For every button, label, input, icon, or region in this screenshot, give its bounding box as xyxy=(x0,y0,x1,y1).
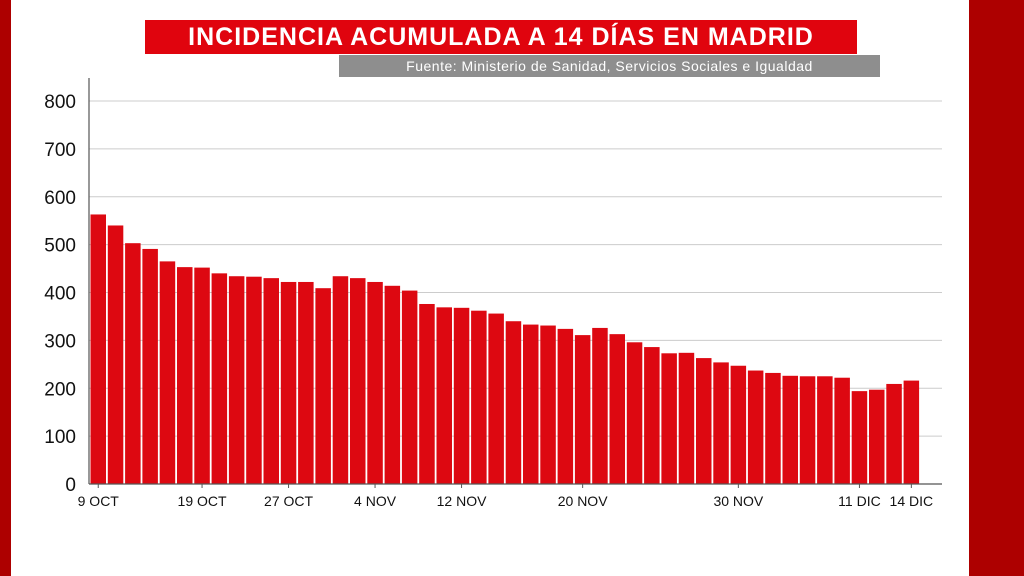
x-tick-label: 20 NOV xyxy=(558,493,608,509)
bar xyxy=(401,290,418,484)
bar xyxy=(159,261,176,484)
axes xyxy=(88,78,942,488)
y-tick-label: 400 xyxy=(44,284,76,305)
x-tick-label: 12 NOV xyxy=(437,493,487,509)
bar xyxy=(886,383,902,484)
bar xyxy=(782,375,798,484)
bar xyxy=(713,362,729,484)
y-tick-label: 200 xyxy=(44,379,76,400)
x-tick-label: 27 OCT xyxy=(264,493,313,509)
bar xyxy=(557,328,574,484)
bar xyxy=(471,310,487,484)
bar xyxy=(851,391,868,484)
source-label: Fuente: Ministerio de Sanidad, Servicios… xyxy=(339,55,880,77)
x-tick-label: 19 OCT xyxy=(178,493,227,509)
x-tick-labels: 9 OCT 19 OCT 27 OCT 4 NOV 12 NOV 20 NOV 30 NOV… xyxy=(78,493,934,509)
bar xyxy=(280,281,297,484)
bar xyxy=(592,327,608,484)
bar xyxy=(436,307,452,484)
bar xyxy=(540,325,556,484)
bar xyxy=(730,365,747,484)
bar xyxy=(332,276,349,484)
bar xyxy=(228,276,245,484)
y-tick-label: 500 xyxy=(44,236,76,257)
bar xyxy=(211,273,228,484)
bar xyxy=(626,342,643,484)
y-tick-label: 300 xyxy=(44,331,76,352)
bar xyxy=(765,372,781,484)
bar xyxy=(246,276,262,484)
bar xyxy=(142,248,158,484)
bar xyxy=(678,352,695,484)
bar xyxy=(107,225,124,484)
y-tick-label: 0 xyxy=(65,475,76,496)
chart-title: INCIDENCIA ACUMULADA A 14 DÍAS EN MADRID xyxy=(145,20,857,54)
frame-right-border xyxy=(969,0,1024,576)
bar xyxy=(644,347,660,484)
frame-left-border xyxy=(0,0,11,576)
bar xyxy=(747,370,764,484)
bar xyxy=(799,376,816,484)
bar xyxy=(419,303,435,484)
bar xyxy=(869,389,885,484)
y-tick-label: 700 xyxy=(44,140,76,161)
bar xyxy=(574,335,591,484)
x-tick-label: 14 DIC xyxy=(890,493,934,509)
bar xyxy=(817,376,833,484)
bar xyxy=(125,243,141,484)
bar xyxy=(903,380,920,484)
x-tick-label: 4 NOV xyxy=(354,493,397,509)
y-tick-label: 100 xyxy=(44,427,76,448)
y-tick-label: 800 xyxy=(44,92,76,113)
bar xyxy=(194,267,210,484)
bar xyxy=(263,278,279,484)
y-tick-label: 600 xyxy=(44,188,76,209)
bar xyxy=(453,307,470,484)
bar xyxy=(834,377,850,484)
bar xyxy=(609,334,625,484)
bar xyxy=(367,281,383,484)
bar xyxy=(298,281,314,484)
bar xyxy=(315,288,331,484)
bar xyxy=(384,285,401,484)
bar xyxy=(488,313,504,484)
bar xyxy=(350,278,366,484)
bar xyxy=(696,358,712,484)
x-tick-label: 11 DIC xyxy=(838,493,881,509)
bar xyxy=(505,321,522,484)
y-tick-labels: 0 100 200 300 400 500 600 700 800 xyxy=(44,92,76,496)
bars xyxy=(90,214,920,484)
bar xyxy=(661,353,677,484)
bar xyxy=(90,214,106,484)
x-tick-label: 9 OCT xyxy=(78,493,120,509)
x-tick-label: 30 NOV xyxy=(713,493,763,509)
bar xyxy=(177,267,193,484)
bar xyxy=(523,324,539,484)
